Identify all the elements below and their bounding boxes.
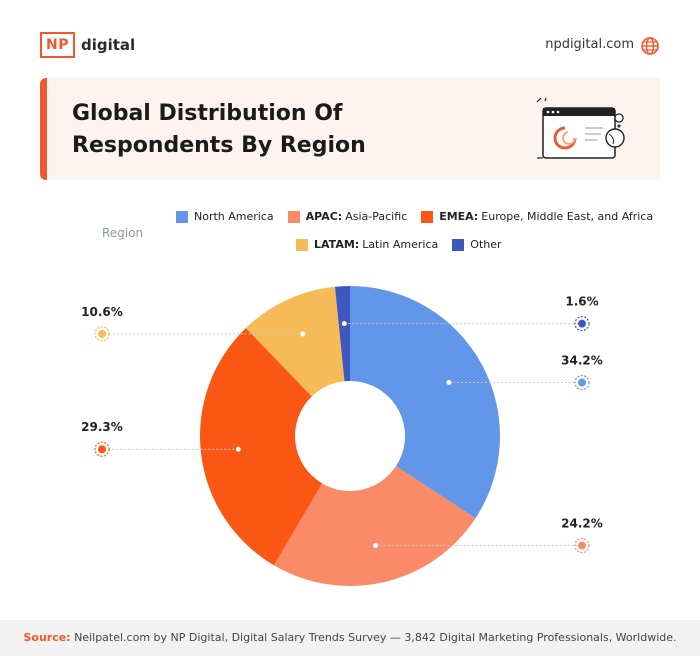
title-accent-bar	[40, 78, 47, 180]
marker-ring-emea	[94, 441, 110, 457]
source-footer: Source: Neilpatel.com by NP Digital, Dig…	[0, 620, 700, 656]
legend-swatch	[176, 210, 188, 223]
logo-text: digital	[80, 36, 136, 54]
logo-box: NP	[40, 32, 75, 58]
legend-swatch	[287, 210, 300, 223]
value-label-apac: 24.2%	[561, 517, 603, 531]
legend-title: Region	[102, 226, 144, 240]
legend-label: North America	[194, 210, 274, 223]
marker-dot-other	[578, 319, 586, 328]
slice-dot-emea	[235, 446, 241, 452]
value-label-latam: 10.6%	[81, 305, 123, 319]
marker-ring-latam	[94, 326, 110, 342]
legend-row-1: North America APAC: Asia-Pacific EMEA: E…	[176, 210, 667, 223]
marker-dot-apac	[578, 541, 586, 550]
source-label: Source:	[23, 631, 71, 644]
legend-item-other: Other	[452, 238, 502, 251]
source-text: Neilpatel.com by NP Digital, Digital Sal…	[74, 631, 677, 644]
legend-label: Europe, Middle East, and Africa	[481, 210, 654, 223]
slice-dot-apac	[373, 543, 379, 549]
slice-latam	[245, 286, 345, 397]
marker-dot-north-america	[578, 378, 586, 387]
legend-label: Other	[470, 238, 502, 251]
legend-swatch	[296, 238, 308, 251]
browser-chart-illustration-icon	[536, 98, 625, 159]
legend-item-emea: EMEA: Europe, Middle East, and Africa	[421, 210, 653, 223]
page-title: Global Distribution Of Respondents By Re…	[72, 101, 366, 158]
slice-dot-other	[341, 321, 347, 327]
globe-icon	[641, 37, 659, 55]
legend-abbr: LATAM:	[314, 238, 360, 251]
slice-emea	[199, 328, 323, 566]
donut-chart: 34.2% 24.2% 29.3% 10.6% 1.6%	[81, 286, 603, 587]
legend-label: Latin America	[362, 238, 439, 251]
marker-ring-north-america	[574, 374, 590, 391]
slice-dot-latam	[300, 331, 306, 337]
legend-label: Asia-Pacific	[345, 210, 408, 223]
legend-abbr: EMEA:	[439, 210, 479, 223]
marker-dot-latam	[98, 329, 106, 338]
marker-ring-other	[574, 316, 590, 332]
site-link[interactable]: npdigital.com	[545, 37, 634, 52]
marker-dot-emea	[98, 445, 106, 454]
slice-apac	[273, 466, 476, 587]
value-label-other: 1.6%	[565, 295, 598, 309]
legend-swatch	[452, 238, 465, 251]
slice-other	[334, 286, 350, 382]
legend-abbr: APAC:	[305, 210, 343, 223]
legend-item-apac: APAC: Asia-Pacific	[287, 210, 408, 223]
legend-item-north-america: North America	[176, 210, 274, 223]
slice-dot-north-america	[446, 380, 452, 386]
legend-row-2: LATAM: Latin America Other	[296, 238, 516, 251]
slice-north-america	[350, 286, 500, 519]
marker-ring-apac	[574, 537, 590, 554]
legend-swatch	[421, 210, 434, 223]
np-digital-logo: NP digital	[40, 32, 135, 58]
legend-item-latam: LATAM: Latin America	[296, 238, 438, 251]
value-label-emea: 29.3%	[81, 420, 123, 434]
value-label-north-america: 34.2%	[561, 354, 603, 368]
